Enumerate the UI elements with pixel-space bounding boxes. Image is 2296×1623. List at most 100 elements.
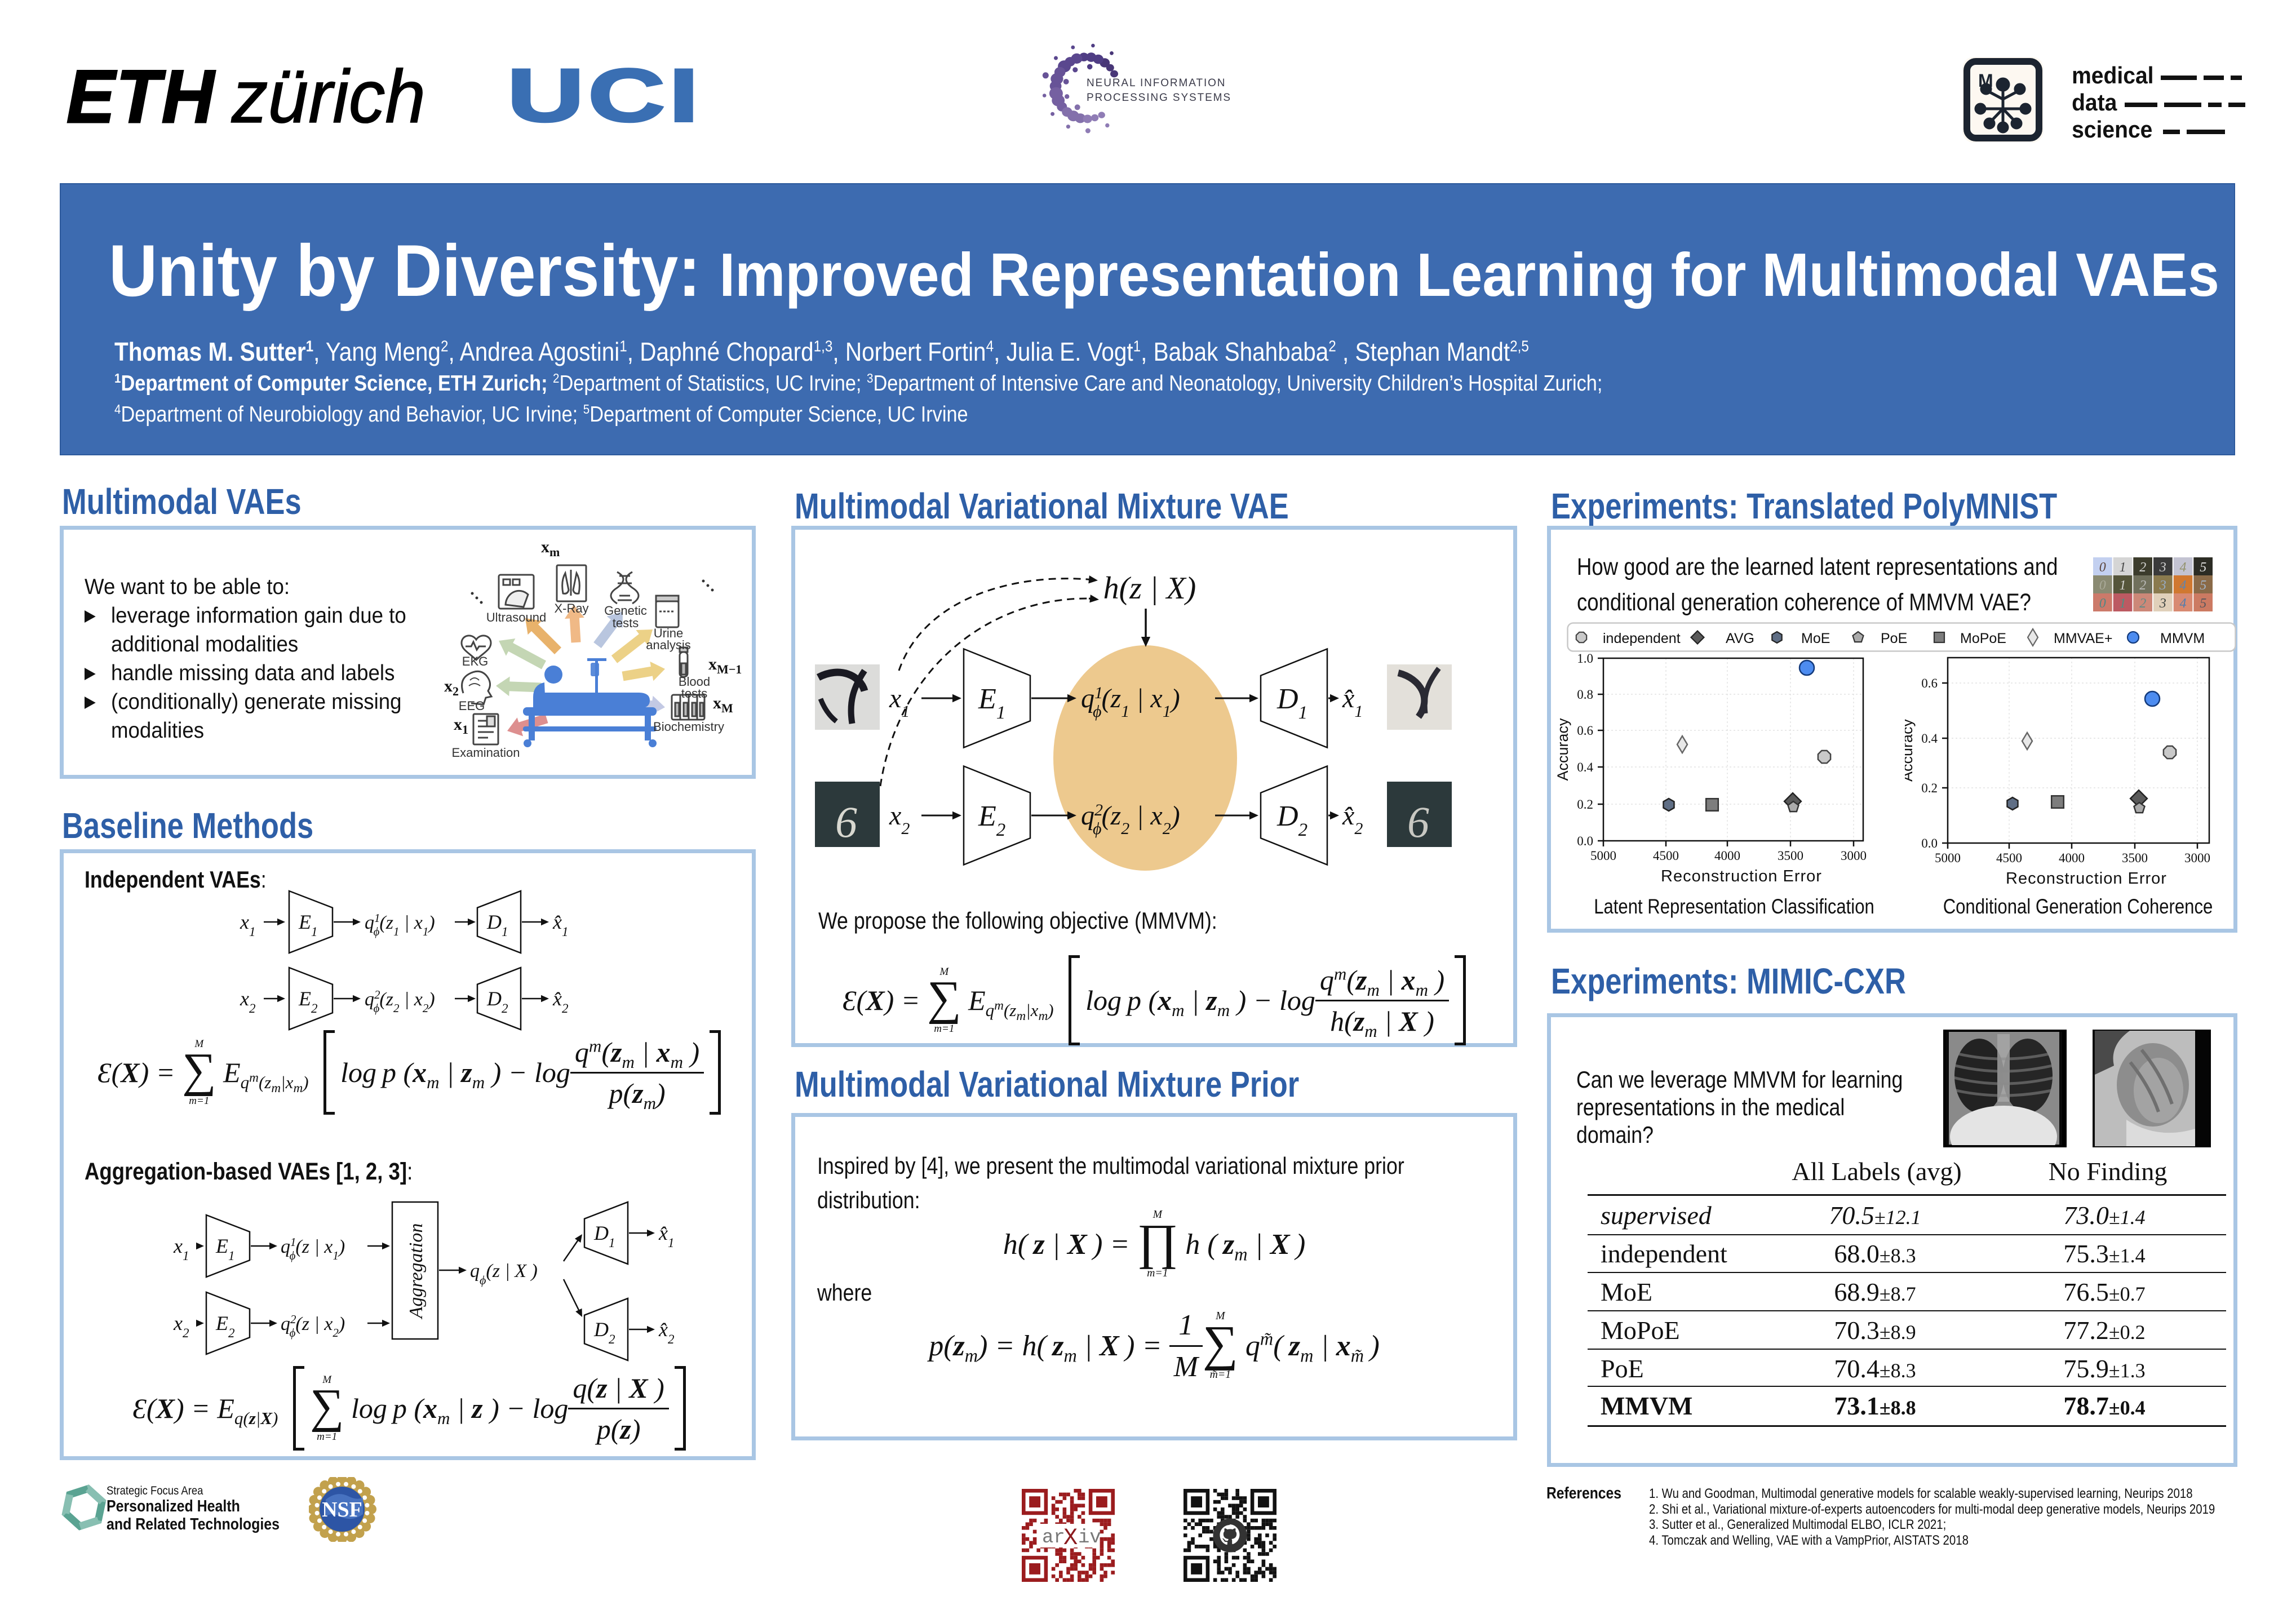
svg-text:data: data (2072, 89, 2117, 116)
svg-text:Aggregation: Aggregation (406, 1223, 427, 1320)
svg-text:2: 2 (2139, 560, 2146, 575)
svg-text:PoE: PoE (1881, 631, 1907, 646)
svg-text:5: 5 (2200, 560, 2206, 575)
svg-text:5: 5 (2200, 596, 2206, 611)
svg-text:0.0: 0.0 (1921, 836, 1938, 850)
svg-text:q2ϕ(z | x2): q2 ϕ(z | x2) (281, 1312, 345, 1340)
svg-text:independent: independent (1603, 631, 1681, 646)
svg-text:medical: medical (2072, 62, 2153, 89)
svg-text:x2: x2 (444, 677, 459, 698)
svg-text:2: 2 (2139, 596, 2146, 611)
svg-text:qϕ(z | X ): qϕ(z | X ) (470, 1261, 538, 1287)
svg-text:0.0: 0.0 (1577, 834, 1593, 848)
svg-text:3000: 3000 (2184, 851, 2210, 865)
svg-text:5: 5 (2200, 578, 2206, 593)
svg-text:6: 6 (835, 797, 857, 846)
svg-text:3500: 3500 (1778, 849, 1803, 863)
svg-text:Accuracy: Accuracy (1905, 719, 1916, 782)
svg-text:h(z | X): h(z | X) (1103, 571, 1196, 606)
svg-text:science: science (2072, 116, 2152, 143)
svg-text:Personalized Health: Personalized Health (107, 1497, 240, 1515)
svg-text:tests: tests (681, 686, 707, 700)
svg-text:AVG: AVG (1726, 631, 1754, 646)
svg-text:4: 4 (2180, 596, 2187, 611)
svg-text:1.0: 1.0 (1577, 651, 1593, 666)
svg-text:4: 4 (2180, 578, 2187, 593)
svg-text:3: 3 (2159, 560, 2166, 575)
svg-text:4000: 4000 (1714, 849, 1740, 863)
svg-text:1: 1 (2120, 560, 2126, 575)
svg-text:iv: iv (1078, 1527, 1101, 1549)
svg-text:q2ϕ(z2 | x2): q2 ϕ(z2 | x2) (365, 988, 435, 1015)
svg-text:and Related Technologies: and Related Technologies (107, 1515, 280, 1533)
svg-text:MMVAE+: MMVAE+ (2054, 631, 2112, 646)
svg-text:4: 4 (2180, 560, 2187, 575)
svg-text:NEURAL INFORMATION: NEURAL INFORMATION (1087, 77, 1226, 89)
svg-text:3: 3 (2159, 596, 2166, 611)
svg-text:q1ϕ(z1 | x1): q1 ϕ(z1 | x1) (365, 911, 435, 938)
svg-text:x̂1: x̂1 (1342, 684, 1363, 721)
svg-text:5000: 5000 (1590, 849, 1616, 863)
svg-text:x1: x1 (454, 715, 468, 737)
svg-text:ar: ar (1042, 1527, 1065, 1549)
svg-text:q1ϕ(z | x1): q1 ϕ(z | x1) (281, 1235, 345, 1262)
svg-text:X-Ray: X-Ray (554, 601, 588, 615)
svg-text:EKG: EKG (462, 654, 488, 668)
svg-text:1: 1 (2120, 578, 2126, 593)
svg-text:Biochemistry: Biochemistry (653, 720, 724, 734)
svg-text:x1: x1 (889, 684, 910, 721)
svg-text:MoPoE: MoPoE (1960, 631, 2006, 646)
svg-text:PROCESSING SYSTEMS: PROCESSING SYSTEMS (1087, 92, 1231, 104)
svg-text:5000: 5000 (1935, 851, 1961, 865)
svg-text:analysis: analysis (646, 638, 690, 652)
svg-text:Examination: Examination (451, 746, 520, 760)
svg-text:x2: x2 (240, 987, 255, 1016)
svg-text:x̂1: x̂1 (552, 911, 568, 939)
svg-text:Ultrasound: Ultrasound (486, 610, 546, 624)
svg-text:0: 0 (2099, 560, 2106, 575)
svg-text:Strategic Focus Area: Strategic Focus Area (107, 1484, 203, 1497)
svg-text:4000: 4000 (2059, 851, 2085, 865)
svg-text:1: 1 (2120, 596, 2126, 611)
svg-text:NSF: NSF (322, 1498, 362, 1522)
svg-text:q1ϕ(z1 | x1): q1 ϕ(z1 | x1) (1081, 684, 1180, 721)
svg-text:Reconstruction Error: Reconstruction Error (1661, 867, 1822, 885)
svg-text:xM: xM (713, 694, 733, 715)
svg-text:x̂2: x̂2 (658, 1318, 674, 1346)
svg-text:0.4: 0.4 (1921, 731, 1938, 746)
svg-text:MMVM: MMVM (2160, 631, 2205, 646)
svg-text:3500: 3500 (2122, 851, 2148, 865)
svg-text:x̂2: x̂2 (1342, 801, 1363, 838)
svg-text:X: X (1063, 1524, 1078, 1551)
svg-text:Genetic: Genetic (604, 604, 647, 618)
svg-text:x1: x1 (240, 911, 255, 939)
svg-text:xM−1: xM−1 (708, 655, 742, 676)
svg-text:EEG: EEG (459, 699, 485, 713)
svg-text:Reconstruction Error: Reconstruction Error (2006, 870, 2167, 888)
svg-text:4500: 4500 (1996, 851, 2022, 865)
svg-text:0.2: 0.2 (1921, 781, 1938, 795)
svg-text:x̂2: x̂2 (552, 987, 568, 1016)
svg-text:4500: 4500 (1653, 849, 1679, 863)
svg-text:Blood: Blood (679, 675, 710, 689)
svg-text:x1: x1 (173, 1235, 189, 1263)
svg-text:x2: x2 (889, 801, 910, 838)
svg-text:x2: x2 (173, 1312, 189, 1340)
svg-text:x̂1: x̂1 (658, 1222, 674, 1250)
svg-text:MoE: MoE (1801, 631, 1830, 646)
svg-text:0.8: 0.8 (1577, 688, 1593, 702)
svg-text:xm: xm (541, 538, 560, 559)
svg-text:3: 3 (2159, 578, 2166, 593)
svg-text:Accuracy: Accuracy (1554, 718, 1571, 781)
svg-text:0: 0 (2099, 596, 2106, 611)
svg-text:tests: tests (613, 616, 639, 630)
svg-text:0.4: 0.4 (1577, 760, 1593, 774)
svg-text:2: 2 (2139, 578, 2146, 593)
svg-text:0.6: 0.6 (1921, 676, 1938, 690)
svg-text:3000: 3000 (1841, 849, 1867, 863)
svg-text:0.6: 0.6 (1577, 724, 1593, 738)
svg-text:6: 6 (1407, 797, 1429, 846)
svg-text:0: 0 (2099, 578, 2106, 593)
svg-text:0.2: 0.2 (1577, 797, 1593, 812)
svg-text:Urine: Urine (654, 626, 684, 640)
